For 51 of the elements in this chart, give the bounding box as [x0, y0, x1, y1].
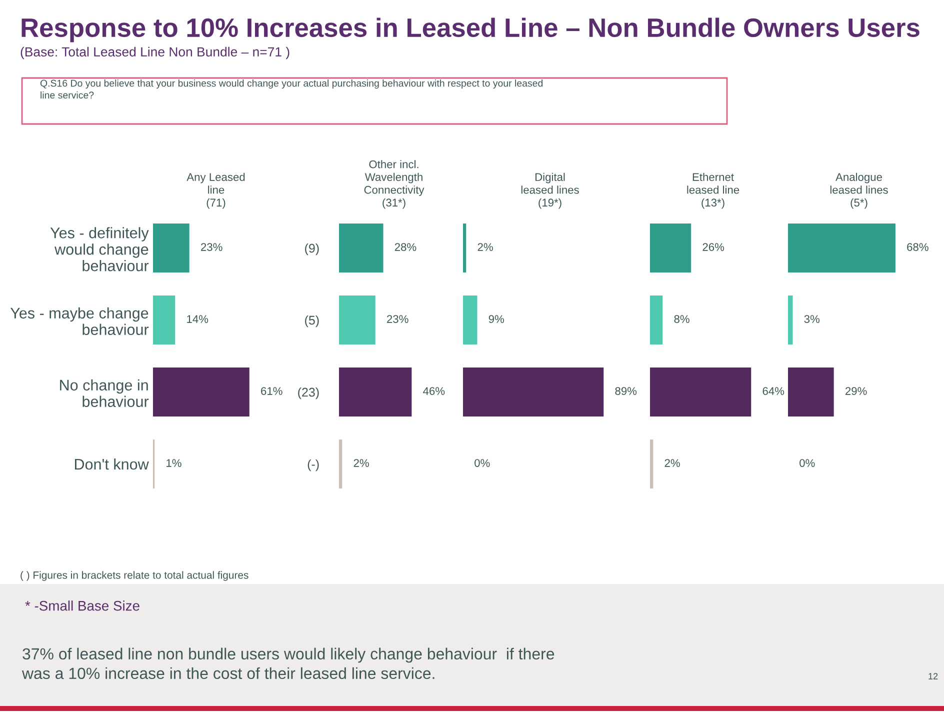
text: Q.S16 Do you believe that your business would change your actual purchasing behaviour with respect to your leased line service? — [40, 80, 543, 99]
bar — [650, 368, 752, 416]
bar — [650, 440, 654, 488]
text: Response to 10% Increases in Leased Line – Non Bundle Owners Users — [22, 18, 920, 42]
y-tick-label: Don't know — [74, 458, 149, 470]
data-label: 23% — [387, 315, 408, 323]
data-label: 61% — [261, 387, 282, 395]
y-tick-label: (5) — [305, 315, 319, 328]
y-tick-label: (9) — [305, 243, 319, 256]
data-label: 29% — [845, 387, 867, 395]
y-tick-label: No change in behaviour — [60, 379, 149, 408]
data-label: 23% — [201, 243, 222, 251]
data-label: 0% — [800, 459, 815, 467]
y-tick-label: Yes - definitely would change behaviour — [50, 227, 149, 272]
data-label: 3% — [804, 315, 820, 323]
data-label: 2% — [354, 459, 369, 467]
data-label: 64% — [762, 387, 784, 395]
bar — [650, 224, 692, 272]
data-label: 14% — [187, 315, 208, 323]
chart-title: Ethernet leased line (13*) — [687, 172, 740, 209]
data-label: 28% — [394, 243, 416, 251]
y-tick-label: (23) — [298, 387, 319, 400]
data-label: 1% — [166, 459, 182, 467]
data-label: 89% — [615, 387, 637, 395]
data-label: 8% — [674, 315, 690, 323]
data-label: 2% — [478, 243, 493, 251]
bar — [339, 368, 412, 416]
y-tick-label: Yes - maybe change behaviour — [10, 307, 149, 336]
data-label: 2% — [664, 459, 680, 467]
bar — [153, 368, 250, 416]
bar — [339, 440, 342, 488]
text: 12 — [928, 673, 938, 680]
data-label: 26% — [702, 243, 724, 251]
data-label: 9% — [488, 315, 504, 323]
bar — [153, 296, 176, 344]
data-label: 68% — [907, 243, 928, 251]
y-tick-label: (-) — [308, 459, 319, 472]
chart-title: Analogue leased lines (5*) — [830, 172, 888, 209]
bar — [153, 224, 190, 272]
data-label: 46% — [423, 387, 445, 395]
bar — [339, 224, 384, 272]
chart-title: Other incl. Wavelength Connectivity (31*) — [364, 160, 424, 209]
text: 37% of leased line non bundle users would likely change behaviour if there was a 10% increase in the cost of their leased line service. — [22, 648, 554, 680]
text: * -Small Base Size — [25, 600, 140, 611]
bar — [650, 296, 663, 344]
data-label: 0% — [474, 459, 490, 467]
chart-title: Digital leased lines (19*) — [521, 172, 579, 209]
text: (Base: Total Leased Line Non Bundle – n=71 ) — [20, 46, 290, 60]
bar — [339, 296, 376, 344]
chart-title: Any Leased line (71) — [186, 172, 245, 209]
text: ( ) Figures in brackets relate to total actual figures — [20, 571, 248, 581]
